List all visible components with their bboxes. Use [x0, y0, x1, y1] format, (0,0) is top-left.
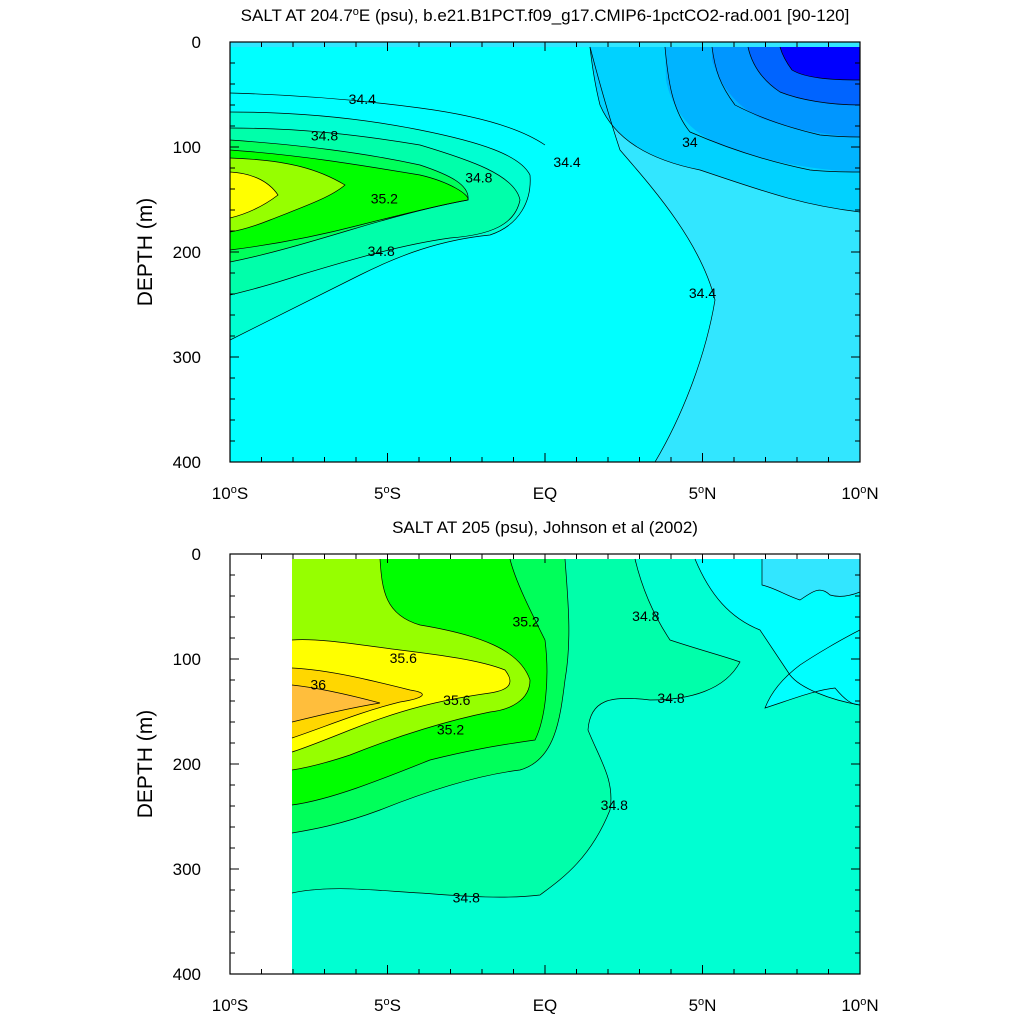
contour-label: 34.8: [601, 797, 628, 813]
contour-label: 34.4: [349, 91, 376, 107]
x-tick-label: 5oN: [689, 484, 717, 503]
contour-label: 35.6: [390, 650, 417, 666]
contour-label: 35.2: [512, 613, 539, 629]
region-35.6: [230, 172, 278, 218]
y-tick-label: 300: [173, 348, 201, 367]
contour-label: 34.8: [632, 608, 659, 624]
title-model-part1: SALT AT 204.7: [241, 6, 353, 25]
panel-model: SALT AT 204.7oE (psu), b.e21.B1PCT.f09_g…: [134, 6, 879, 503]
contour-label: 34.8: [657, 690, 684, 706]
x-tick-label: 10oN: [841, 484, 878, 503]
axis-ticks-observed: 0 100 200 300 400 10oS 5oS EQ 5oN 10oN: [173, 545, 879, 1015]
region-36.0: [292, 685, 380, 722]
contour-label: 34.8: [465, 170, 492, 186]
contour-label: 34.4: [553, 154, 580, 170]
contour-label: 35.2: [371, 191, 398, 207]
y-tick-label: 100: [173, 650, 201, 669]
contour-label: 34.8: [311, 128, 338, 144]
panel-observed: SALT AT 205 (psu), Johnson et al (2002): [134, 518, 879, 1015]
region-33.2: [780, 47, 860, 80]
y-tick-label: 300: [173, 860, 201, 879]
x-tick-label: 5oS: [374, 484, 401, 503]
contour-labels-observed: 35.2 34.8 35.6 36 35.6 35.2 34.8 34.8 34.8: [310, 608, 684, 905]
x-tick-label: 5oS: [374, 996, 401, 1015]
x-tick-label: 10oS: [212, 996, 248, 1015]
contour-fill-observed: [291, 558, 860, 974]
contour-labels-model: 34.4 34.8 35.2 34.8 34.8 34.4 34 34.4: [311, 91, 716, 301]
x-tick-label: 10oS: [212, 484, 248, 503]
contour-label: 36: [310, 676, 326, 692]
region-34.2: [762, 559, 860, 600]
contour-label: 34.8: [453, 889, 480, 905]
title-degree-sign: o: [353, 6, 359, 18]
y-tick-label: 0: [192, 545, 201, 564]
contour-lines-model: [230, 46, 860, 462]
panel-title-model: SALT AT 204.7oE (psu), b.e21.B1PCT.f09_g…: [241, 6, 850, 25]
y-axis-label-model: DEPTH (m): [134, 198, 157, 307]
region-35.4: [230, 158, 345, 232]
y-tick-label: 200: [173, 243, 201, 262]
y-tick-label: 100: [173, 138, 201, 157]
contour-label: 34.4: [689, 285, 716, 301]
y-tick-label: 200: [173, 755, 201, 774]
title-model-part2: E (psu), b.e21.B1PCT.f09_g17.CMIP6-1pctC…: [359, 6, 849, 25]
contour-label: 34: [682, 134, 698, 150]
x-tick-label: 10oN: [841, 996, 878, 1015]
contour-label: 34.8: [368, 243, 395, 259]
y-axis-label-observed: DEPTH (m): [134, 710, 157, 819]
axis-ticks-model: 0 100 200 300 400 10oS 5oS EQ 5oN 10oN: [173, 33, 879, 503]
contour-label: 35.2: [437, 721, 464, 737]
y-tick-label: 400: [173, 965, 201, 984]
region-34.4-tongue: [765, 630, 860, 708]
y-tick-label: 0: [192, 33, 201, 52]
x-tick-label: EQ: [533, 484, 558, 503]
y-tick-label: 400: [173, 453, 201, 472]
x-tick-label: EQ: [533, 996, 558, 1015]
contour-lines-observed: [291, 558, 860, 898]
contour-fill-model: [230, 42, 860, 462]
x-tick-label: 5oN: [689, 996, 717, 1015]
contour-label: 35.6: [443, 692, 470, 708]
panel-title-observed: SALT AT 205 (psu), Johnson et al (2002): [392, 518, 698, 537]
